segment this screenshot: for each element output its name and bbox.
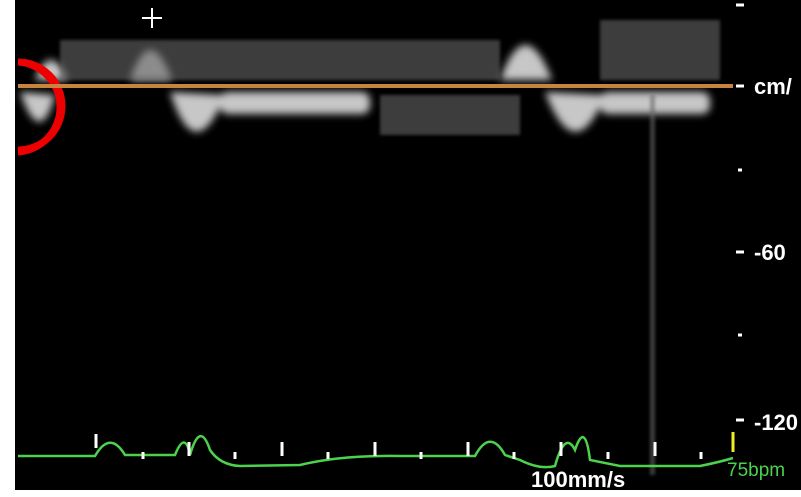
heart-rate: 75bpm xyxy=(727,460,785,481)
scale-label: -60 xyxy=(754,240,786,265)
scale-unit: cm/ xyxy=(754,74,792,99)
page: cm/ -60 -120 100mm/s 75bpm (() => { cons… xyxy=(0,0,801,497)
doppler-screen: cm/ -60 -120 100mm/s 75bpm xyxy=(0,0,801,497)
scale-label: -120 xyxy=(754,410,798,435)
sweep-speed: 100mm/s xyxy=(531,467,625,492)
